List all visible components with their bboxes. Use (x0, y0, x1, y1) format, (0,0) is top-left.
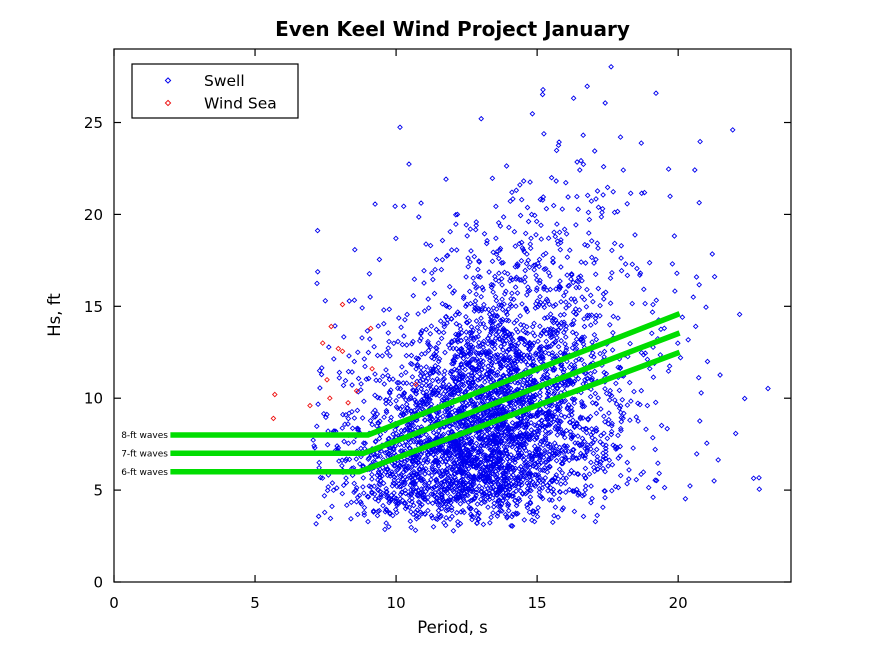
y-tick-label: 5 (93, 482, 103, 500)
refline-7-ft-waves (170, 330, 681, 457)
refline-label-8ft: 8-ft waves (121, 431, 168, 441)
y-tick-label: 15 (84, 298, 103, 316)
windsea-series (270, 301, 419, 422)
legend-swell-diamond-icon (164, 77, 172, 84)
axis-ticks (113, 49, 791, 583)
chart-title: Even Keel Wind Project January (275, 17, 630, 41)
legend: Swell Wind Sea (131, 63, 299, 119)
windsea-points (270, 301, 419, 422)
y-axis-label: Hs, ft (45, 293, 64, 337)
refline-8-ft-waves (170, 311, 681, 438)
refline-6-ft-waves (170, 349, 681, 475)
x-tick-label: 20 (669, 594, 688, 612)
refline-label-7ft: 7-ft waves (121, 449, 168, 459)
x-axis-label: Period, s (417, 618, 488, 637)
legend-windsea-diamond-icon (164, 99, 172, 107)
x-tick-label: 5 (250, 594, 260, 612)
x-tick-label: 0 (109, 594, 119, 612)
refline-label-6ft: 6-ft waves (121, 468, 168, 478)
legend-swell-label: Swell (204, 72, 245, 90)
x-tick-label: 15 (528, 594, 547, 612)
axis-tick-labels: 0 5 10 15 20 0 5 10 15 20 25 (84, 114, 688, 612)
y-tick-label: 10 (84, 390, 103, 408)
y-tick-label: 25 (84, 114, 103, 132)
refline-labels: 8-ft waves 7-ft waves 6-ft waves (121, 431, 168, 478)
plot-box (113, 48, 792, 583)
swell-series (310, 63, 771, 534)
y-tick-label: 20 (84, 206, 103, 224)
x-tick-label: 10 (387, 594, 406, 612)
legend-box (131, 63, 299, 119)
legend-windsea-label: Wind Sea (204, 95, 277, 113)
y-tick-label: 0 (93, 574, 103, 592)
swell-points (310, 63, 771, 534)
reference-lines (170, 311, 681, 475)
